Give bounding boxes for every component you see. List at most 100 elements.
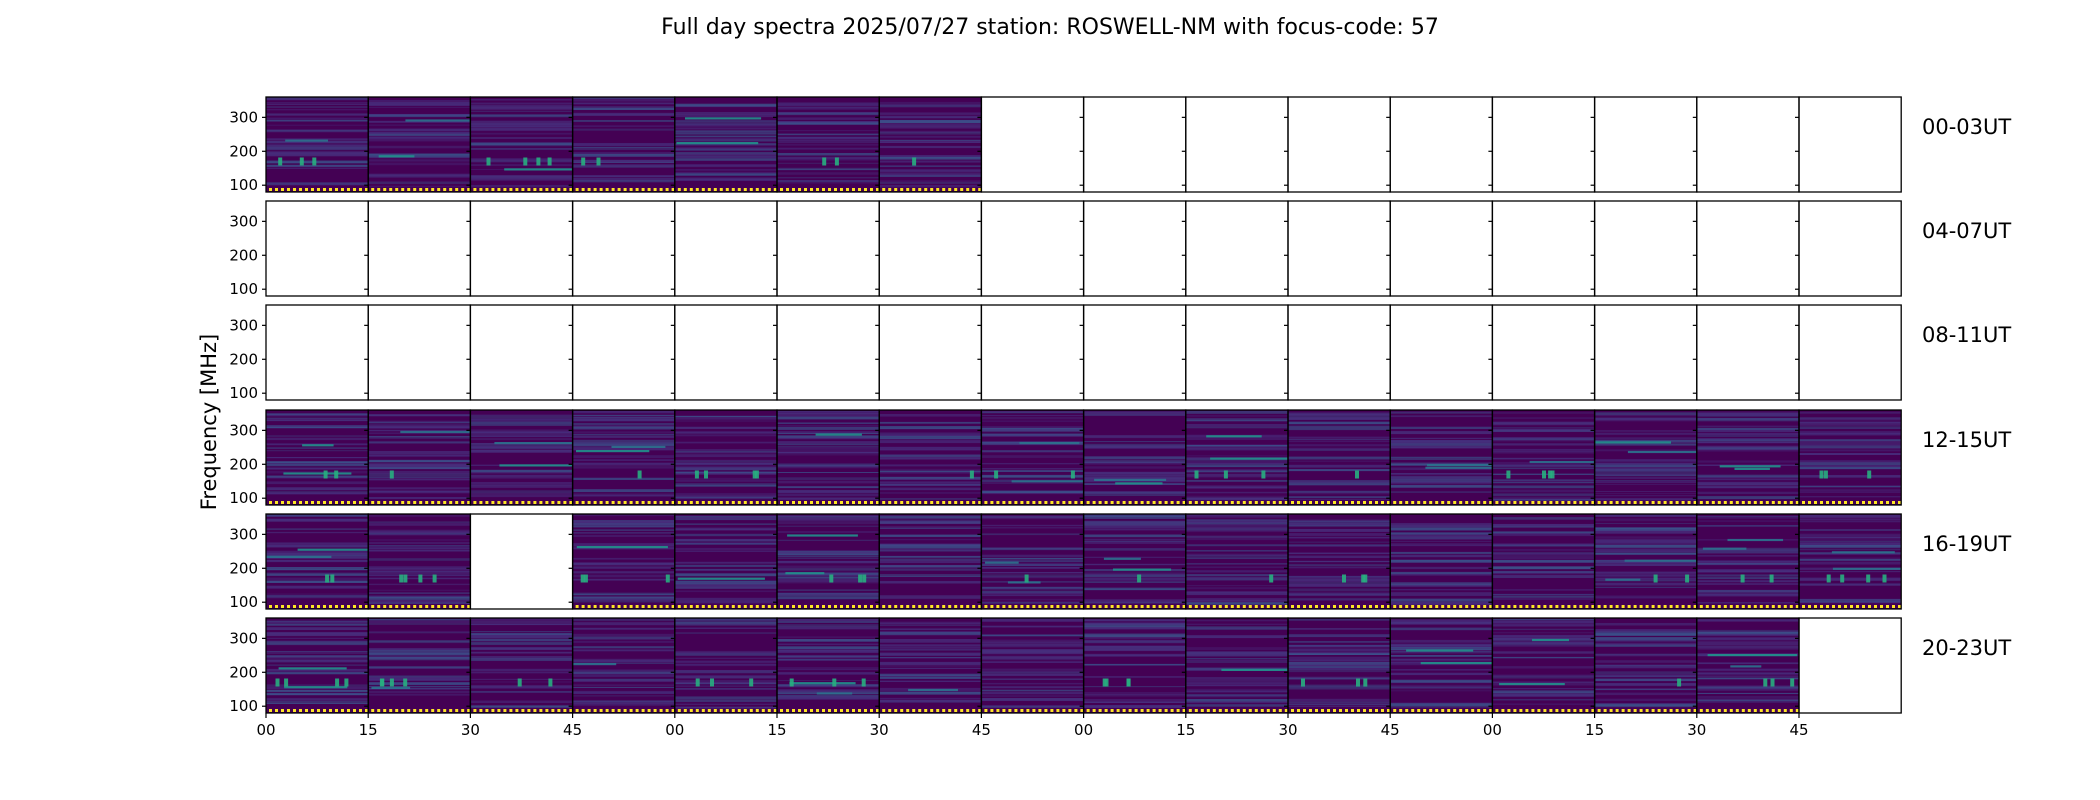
spectrogram-band bbox=[470, 657, 573, 661]
calibration-stripe bbox=[572, 709, 676, 712]
spectrogram-band bbox=[470, 418, 573, 420]
spectrogram-panel bbox=[674, 410, 778, 505]
spectrogram-band bbox=[1594, 548, 1697, 552]
spectrogram-band bbox=[1492, 681, 1595, 683]
spectrogram-band bbox=[1799, 559, 1902, 561]
spectrogram-band bbox=[1083, 534, 1186, 537]
spectrogram-band bbox=[879, 131, 982, 133]
spectrogram-band bbox=[368, 650, 471, 653]
spectrogram-panel bbox=[777, 618, 880, 713]
spectrogram-band bbox=[1083, 645, 1186, 649]
row-label: 00-03UT bbox=[1922, 115, 2011, 139]
spectrogram-panel bbox=[981, 514, 1085, 609]
spectrogram-band bbox=[777, 169, 880, 171]
spectrogram-band bbox=[777, 580, 880, 584]
spectrogram-band bbox=[879, 556, 982, 558]
spectrogram-band bbox=[1390, 411, 1493, 413]
spectrogram-burst bbox=[694, 470, 699, 479]
spectrogram-band bbox=[879, 544, 982, 548]
spectrogram-band bbox=[1492, 412, 1595, 414]
spectrogram-band bbox=[470, 176, 573, 179]
spectrogram-band bbox=[1185, 427, 1288, 429]
spectrogram-band bbox=[777, 117, 880, 120]
spectrogram-band bbox=[1185, 485, 1288, 489]
spectrogram-band bbox=[981, 668, 1084, 671]
spectrogram-band bbox=[674, 587, 777, 589]
spectrogram-band bbox=[470, 123, 573, 126]
spectrogram-band bbox=[266, 490, 369, 494]
spectrogram-line bbox=[1210, 457, 1301, 460]
y-tick-label: 200 bbox=[229, 559, 258, 577]
spectrogram-band bbox=[470, 175, 573, 177]
spectrogram-burst bbox=[994, 470, 999, 479]
spectrogram-band bbox=[1288, 592, 1391, 595]
spectrogram-band bbox=[1185, 445, 1288, 447]
spectrogram-band bbox=[470, 158, 573, 161]
spectrogram-band bbox=[368, 521, 471, 523]
x-tick-label: 15 bbox=[1585, 721, 1604, 739]
spectrogram-band bbox=[1696, 698, 1799, 701]
spectrogram-band bbox=[368, 477, 471, 479]
spectrogram-burst bbox=[1355, 470, 1359, 479]
spectrogram-band bbox=[1390, 687, 1493, 689]
spectrogram-band bbox=[674, 121, 777, 125]
spectrogram-band bbox=[1492, 448, 1595, 451]
spectrogram-panel bbox=[368, 97, 481, 192]
spectrogram-band bbox=[981, 601, 1084, 604]
spectrogram-band bbox=[777, 639, 880, 642]
calibration-stripe bbox=[470, 709, 574, 712]
spectrogram-band bbox=[1390, 535, 1493, 538]
spectrogram-band bbox=[1799, 486, 1902, 488]
spectrogram-band bbox=[1390, 566, 1493, 570]
spectrogram-band bbox=[674, 467, 777, 471]
panel-frame bbox=[265, 200, 369, 297]
spectrogram-band bbox=[368, 414, 471, 417]
spectrogram-band bbox=[674, 700, 777, 703]
spectrogram-band bbox=[1696, 581, 1799, 583]
spectrogram-band bbox=[1185, 418, 1288, 420]
spectrogram-band bbox=[879, 595, 982, 597]
spectrogram-panel bbox=[368, 514, 471, 609]
spectrogram-band bbox=[1185, 699, 1288, 701]
spectrogram-burst bbox=[1363, 574, 1368, 583]
spectrogram-line bbox=[1113, 568, 1172, 571]
calibration-stripe bbox=[1390, 605, 1493, 608]
spectrogram-band bbox=[368, 531, 471, 533]
spectrogram-panel bbox=[1492, 410, 1603, 505]
spectrogram-panel bbox=[1288, 618, 1391, 713]
panel-frame bbox=[1593, 96, 1698, 193]
spectrogram-band bbox=[470, 124, 573, 127]
spectrogram-band bbox=[1083, 526, 1186, 529]
spectrogram-band bbox=[981, 602, 1084, 604]
spectrogram-burst bbox=[323, 470, 328, 479]
spectrogram-background bbox=[1492, 618, 1596, 713]
spectrogram-band bbox=[1390, 440, 1493, 444]
spectrogram-band bbox=[879, 622, 982, 624]
spectrogram-band bbox=[1696, 429, 1799, 432]
spectrogram-band bbox=[777, 172, 880, 175]
spectrogram-band bbox=[674, 156, 777, 158]
spectrogram-band bbox=[1594, 542, 1697, 545]
spectrogram-band bbox=[1390, 619, 1493, 623]
spectrogram-band bbox=[1185, 487, 1288, 489]
spectrogram-band bbox=[777, 480, 880, 484]
spectrogram-band bbox=[674, 652, 777, 656]
spectrogram-band bbox=[1696, 525, 1799, 527]
spectrogram-band bbox=[470, 631, 573, 633]
spectrogram-band bbox=[368, 131, 471, 134]
spectrogram-band bbox=[1696, 640, 1799, 642]
spectrogram-band bbox=[777, 180, 880, 182]
spectrogram-band bbox=[470, 672, 573, 674]
row-spectra bbox=[266, 514, 1902, 609]
spectrogram-panel bbox=[1799, 410, 1902, 505]
spectrogram-band bbox=[674, 683, 777, 685]
spectrogram-band bbox=[1185, 520, 1288, 523]
spectrogram-band bbox=[1288, 599, 1391, 601]
spectrogram-band bbox=[1696, 549, 1799, 552]
spectrogram-band bbox=[572, 466, 675, 469]
spectrogram-band bbox=[266, 593, 369, 595]
spectrogram-burst bbox=[1769, 574, 1774, 583]
spectrogram-band bbox=[1185, 464, 1288, 467]
spectrogram-band bbox=[1288, 481, 1391, 484]
